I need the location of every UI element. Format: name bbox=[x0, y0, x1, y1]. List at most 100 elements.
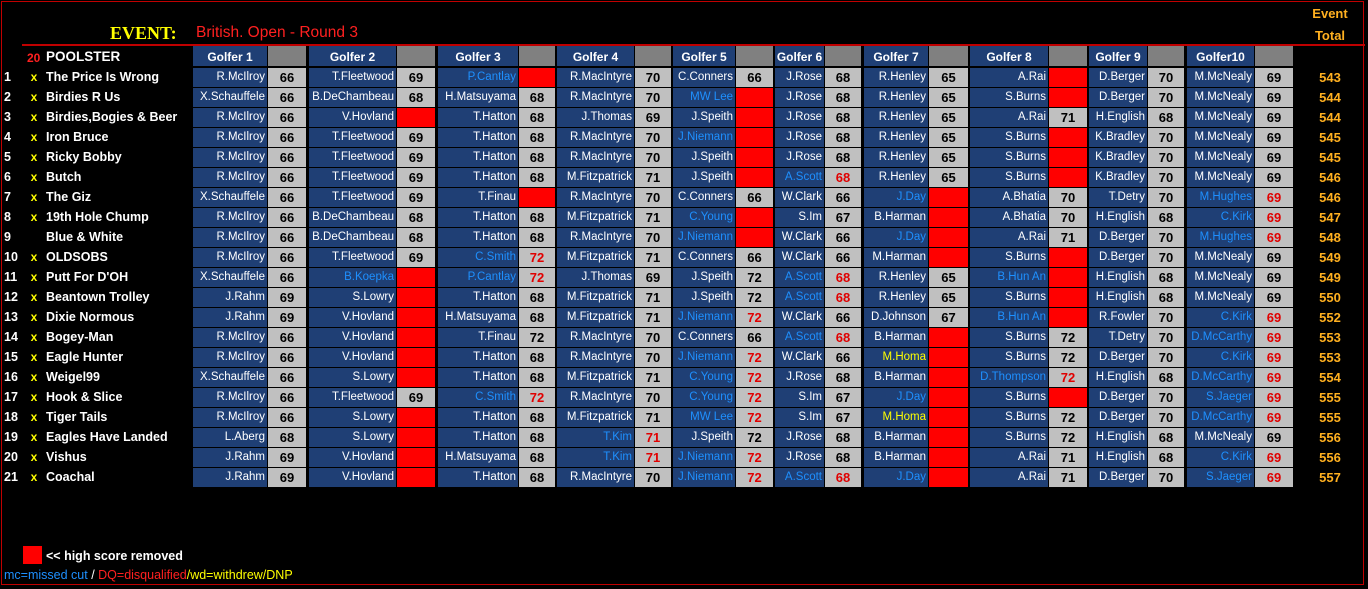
golfer-name: X.Schauffele bbox=[193, 88, 267, 107]
golfer-name: B.Harman bbox=[864, 368, 928, 387]
golfer-name: D.Johnson bbox=[864, 308, 928, 327]
golfer-score: 68 bbox=[519, 428, 555, 447]
golfer-score: 66 bbox=[268, 228, 306, 247]
golfer-name: D.Berger bbox=[1089, 248, 1147, 267]
golfer-name: S.Burns bbox=[970, 348, 1048, 367]
removed-score bbox=[929, 328, 968, 347]
golfer-score: 70 bbox=[1148, 168, 1184, 187]
golfer-score: 69 bbox=[1255, 408, 1293, 427]
golfer-name: R.McIlroy bbox=[193, 328, 267, 347]
removed-score bbox=[1049, 248, 1087, 267]
golfer-name: M.McNealy bbox=[1187, 268, 1254, 287]
golfer-name: B.Harman bbox=[864, 208, 928, 227]
golfer-name: M.Homa bbox=[864, 348, 928, 367]
row-marker: x bbox=[30, 290, 38, 304]
golfer-header-score bbox=[929, 46, 968, 66]
golfer-name: J.Thomas bbox=[557, 268, 634, 287]
golfer-name: S.Burns bbox=[970, 168, 1048, 187]
event-total: 553 bbox=[1319, 350, 1341, 365]
golfer-score: 68 bbox=[397, 228, 435, 247]
golfer-name: R.Henley bbox=[864, 68, 928, 87]
golfer-name: S.Burns bbox=[970, 388, 1048, 407]
golfer-score: 65 bbox=[929, 88, 968, 107]
golfer-name: B.Hun An bbox=[970, 268, 1048, 287]
event-total: 555 bbox=[1319, 390, 1341, 405]
row-rank: 11 bbox=[4, 270, 18, 284]
golfer-score: 72 bbox=[519, 248, 555, 267]
golfer-score: 68 bbox=[519, 108, 555, 127]
golfer-name: M.Fitzpatrick bbox=[557, 408, 634, 427]
row-marker: x bbox=[30, 250, 38, 264]
golfer-name: T.Hatton bbox=[438, 408, 518, 427]
golfer-score: 66 bbox=[268, 188, 306, 207]
golfer-name: J.Speith bbox=[673, 108, 735, 127]
golfer-name: R.MacIntyre bbox=[557, 468, 634, 487]
golfer-score: 69 bbox=[1255, 268, 1293, 287]
golfer-name: X.Schauffele bbox=[193, 188, 267, 207]
golfer-score: 65 bbox=[929, 148, 968, 167]
golfer-name: R.McIlroy bbox=[193, 248, 267, 267]
event-total: 549 bbox=[1319, 250, 1341, 265]
golfer-score: 69 bbox=[1255, 388, 1293, 407]
row-marker: x bbox=[30, 110, 38, 124]
golfer-score: 66 bbox=[268, 68, 306, 87]
golfer-score: 68 bbox=[825, 88, 861, 107]
golfer-name: T.Hatton bbox=[438, 128, 518, 147]
golfer-name: H.English bbox=[1089, 268, 1147, 287]
golfer-score: 68 bbox=[519, 128, 555, 147]
poolster-name: OLDSOBS bbox=[46, 250, 108, 264]
golfer-name: J.Niemann bbox=[673, 228, 735, 247]
removed-score bbox=[397, 368, 435, 387]
golfer-score: 68 bbox=[825, 368, 861, 387]
golfer-score: 69 bbox=[1255, 348, 1293, 367]
golfer-name: J.Rose bbox=[775, 148, 824, 167]
golfer-name: R.MacIntyre bbox=[557, 228, 634, 247]
row-rank: 14 bbox=[4, 330, 18, 344]
golfer-name: C.Conners bbox=[673, 248, 735, 267]
row-rank: 19 bbox=[4, 430, 18, 444]
golfer-name: M.Fitzpatrick bbox=[557, 288, 634, 307]
golfer-score: 69 bbox=[1255, 468, 1293, 487]
golfer-score: 69 bbox=[1255, 368, 1293, 387]
golfer-score: 66 bbox=[268, 128, 306, 147]
golfer-name: R.Henley bbox=[864, 108, 928, 127]
golfer-header-score bbox=[1148, 46, 1184, 66]
golfer-name: J.Rahm bbox=[193, 288, 267, 307]
event-name: British. Open - Round 3 bbox=[196, 24, 358, 41]
golfer-score: 72 bbox=[519, 388, 555, 407]
golfer-score: 67 bbox=[825, 208, 861, 227]
golfer-header: Golfer 1 bbox=[193, 46, 267, 66]
golfer-name: D.Berger bbox=[1089, 468, 1147, 487]
golfer-score: 68 bbox=[825, 268, 861, 287]
golfer-name: D.Berger bbox=[1089, 408, 1147, 427]
golfer-header: Golfer 3 bbox=[438, 46, 518, 66]
golfer-score: 70 bbox=[635, 328, 671, 347]
row-rank: 2 bbox=[4, 90, 11, 104]
row-rank: 21 bbox=[4, 470, 18, 484]
poolster-name: Tiger Tails bbox=[46, 410, 108, 424]
golfer-name: C.Smith bbox=[438, 388, 518, 407]
golfer-name: K.Bradley bbox=[1089, 148, 1147, 167]
golfer-name: J.Day bbox=[864, 468, 928, 487]
removed-score bbox=[397, 108, 435, 127]
golfer-score: 66 bbox=[825, 188, 861, 207]
poolster-name: Birdies R Us bbox=[46, 90, 121, 104]
golfer-name: M.McNealy bbox=[1187, 428, 1254, 447]
golfer-name: T.Hatton bbox=[438, 348, 518, 367]
golfer-score: 70 bbox=[1148, 388, 1184, 407]
row-rank: 13 bbox=[4, 310, 18, 324]
row-marker: x bbox=[30, 430, 38, 444]
golfer-name: J.Rose bbox=[775, 428, 824, 447]
golfer-score: 72 bbox=[736, 348, 773, 367]
golfer-name: MW Lee bbox=[673, 408, 735, 427]
removed-score bbox=[929, 348, 968, 367]
event-total: 555 bbox=[1319, 410, 1341, 425]
golfer-name: C.Conners bbox=[673, 328, 735, 347]
golfer-name: D.Berger bbox=[1089, 228, 1147, 247]
golfer-name: T.Hatton bbox=[438, 208, 518, 227]
golfer-header: Golfer 4 bbox=[557, 46, 634, 66]
golfer-name: A.Rai bbox=[970, 108, 1048, 127]
golfer-name: C.Conners bbox=[673, 188, 735, 207]
golfer-score: 66 bbox=[268, 408, 306, 427]
